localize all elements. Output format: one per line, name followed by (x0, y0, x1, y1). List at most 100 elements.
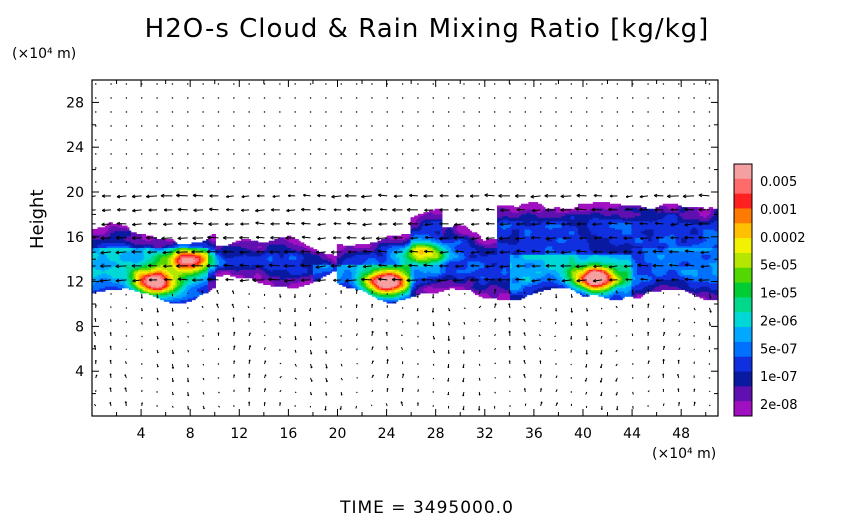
field-cell (366, 255, 369, 259)
field-cell (104, 247, 108, 250)
field-cell (336, 254, 340, 257)
field-cell (114, 250, 117, 254)
field-cell (342, 269, 345, 272)
field-cell (347, 249, 351, 252)
field-cell (287, 270, 290, 274)
field-cell (242, 269, 246, 272)
field-cell (174, 242, 178, 245)
field-cell (103, 239, 106, 242)
field-cell (347, 254, 351, 257)
field-cell (209, 247, 213, 250)
field-cell (215, 267, 218, 270)
field-cell (152, 282, 156, 285)
field-cell (347, 245, 351, 249)
field-cell (279, 247, 283, 250)
field-cell (246, 259, 250, 262)
field-cell (141, 282, 145, 285)
field-cell (325, 264, 329, 267)
field-cell (357, 274, 360, 277)
field-cell (95, 250, 99, 254)
field-cell (138, 264, 141, 267)
field-cell (274, 284, 277, 287)
field-cell (390, 244, 393, 247)
field-cell (108, 262, 112, 265)
field-cell (180, 269, 183, 272)
field-cell (281, 274, 285, 277)
field-cell (283, 267, 286, 270)
field-cell (165, 294, 169, 297)
field-cell (373, 260, 377, 264)
field-cell (277, 265, 281, 269)
field-cell (154, 289, 158, 292)
field-cell (114, 227, 117, 230)
field-cell (277, 281, 281, 284)
field-cell (259, 274, 262, 277)
field-cell (252, 242, 255, 245)
field-cell (250, 262, 253, 265)
field-cell (353, 257, 356, 260)
field-cell (346, 265, 349, 269)
field-cell (254, 254, 257, 257)
field-cell (246, 262, 250, 265)
field-cell (171, 282, 174, 285)
field-cell (160, 250, 163, 254)
field-cell (189, 276, 193, 279)
field-cell (292, 245, 296, 249)
field-cell (373, 257, 377, 260)
field-cell (309, 269, 312, 272)
field-cell (386, 270, 390, 274)
field-cell (200, 284, 204, 287)
field-cell (158, 244, 161, 247)
field-cell (377, 287, 380, 291)
field-cell (373, 245, 377, 249)
field-cell (134, 286, 137, 289)
field-cell (193, 294, 196, 297)
field-cell (196, 260, 200, 264)
field-cell (279, 267, 283, 270)
field-cell (110, 260, 113, 264)
field-cell (239, 244, 242, 247)
field-cell (108, 245, 112, 249)
field-cell (138, 270, 141, 274)
field-cell (358, 257, 362, 260)
field-cell (355, 247, 358, 250)
field-cell (204, 244, 207, 247)
field-cell (283, 276, 286, 279)
field-cell (93, 230, 97, 233)
field-cell (362, 247, 366, 250)
field-cell (123, 264, 126, 267)
field-cell (206, 282, 209, 285)
field-cell (115, 277, 119, 280)
field-cell (178, 281, 181, 284)
field-cell (401, 267, 404, 270)
field-cell (202, 247, 205, 250)
field-cell (207, 257, 211, 260)
field-cell (340, 259, 343, 262)
field-cell (290, 281, 294, 284)
field-cell (329, 264, 332, 267)
field-cell (366, 272, 369, 275)
field-cell (206, 281, 209, 284)
field-cell (294, 279, 297, 282)
field-cell (241, 244, 244, 247)
field-cell (189, 250, 193, 254)
field-cell (318, 276, 321, 279)
field-cell (338, 254, 342, 257)
field-cell (384, 259, 388, 262)
field-cell (160, 269, 163, 272)
field-cell (132, 240, 135, 243)
field-cell (117, 245, 121, 249)
field-cell (289, 237, 292, 240)
field-cell (233, 264, 237, 267)
field-cell (303, 269, 307, 272)
field-cell (403, 264, 406, 267)
field-cell (314, 272, 318, 275)
field-cell (244, 260, 248, 264)
field-cell (265, 274, 268, 277)
field-cell (126, 269, 130, 272)
field-cell (379, 282, 382, 285)
field-cell (220, 267, 224, 270)
field-cell (274, 267, 277, 270)
field-cell (121, 282, 124, 285)
field-cell (357, 286, 360, 289)
